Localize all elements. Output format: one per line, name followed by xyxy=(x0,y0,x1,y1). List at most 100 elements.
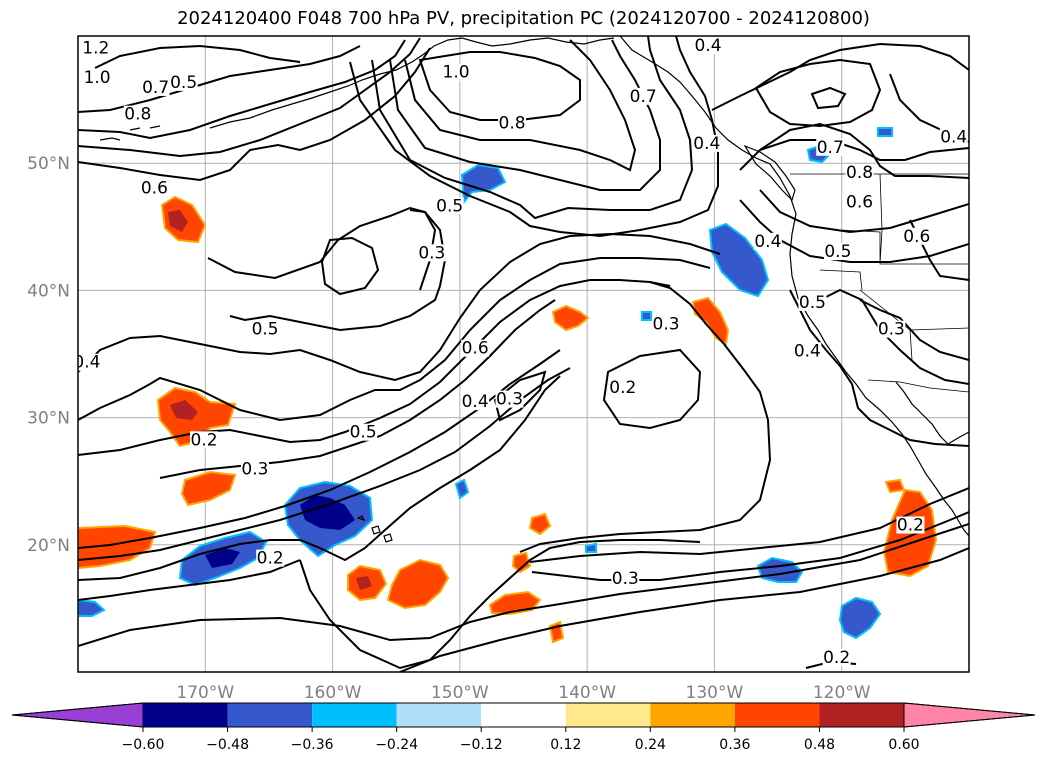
contour-label-background xyxy=(81,39,110,57)
contour-label: 0.3 xyxy=(878,320,905,340)
contour-label: 0.2 xyxy=(897,516,924,536)
colorbar-tick-label: 0.24 xyxy=(635,737,666,753)
contour-label-background xyxy=(169,73,198,91)
contour-label-background xyxy=(498,114,527,132)
contour-label-background xyxy=(611,569,640,587)
contour-label: 0.3 xyxy=(418,243,445,263)
longitude-label: 140°W xyxy=(558,683,616,703)
colorbar-bin xyxy=(312,703,397,727)
contour-label: 0.4 xyxy=(695,36,722,56)
precip-blob xyxy=(884,478,906,494)
pv-contour xyxy=(739,139,969,171)
precip-blob xyxy=(708,222,770,298)
coastline-islands-bc xyxy=(743,144,796,202)
colorbar-bin xyxy=(650,703,735,727)
contour-label: 0.7 xyxy=(142,78,169,98)
colorbar-extend-min xyxy=(11,702,144,728)
precip-blob xyxy=(691,296,730,346)
contour-label-background xyxy=(652,315,681,333)
precip-blob xyxy=(386,558,450,610)
longitude-label: 150°W xyxy=(431,683,489,703)
colorbar-tick-label: −0.12 xyxy=(460,737,503,753)
contour-label-background xyxy=(902,227,931,245)
contour-label-background xyxy=(877,320,906,338)
pv-contour xyxy=(78,45,361,113)
pv-contour xyxy=(78,523,969,647)
contour-label: 0.4 xyxy=(462,392,489,412)
contour-label: 0.5 xyxy=(350,423,377,443)
pv-contour xyxy=(78,39,406,140)
contour-label-background xyxy=(692,134,721,152)
contour-label-background xyxy=(816,138,845,156)
precip-blob xyxy=(78,598,106,617)
contour-label: 1.0 xyxy=(84,68,111,88)
pv-contour xyxy=(389,39,661,191)
map-frame xyxy=(77,35,970,673)
contour-label: 0.5 xyxy=(824,242,851,262)
contour-label: 0.2 xyxy=(823,648,850,668)
latitude-tick-labels: 50°N 40°N 30°N 20°N xyxy=(27,154,70,556)
pv-contour xyxy=(404,39,637,172)
contour-label-background xyxy=(123,105,152,123)
colorbar-bin xyxy=(227,703,313,727)
contour-label: 0.4 xyxy=(693,134,720,154)
map-title: 2024120400 F048 700 hPa PV, precipitatio… xyxy=(177,8,870,29)
pv-contour xyxy=(409,209,437,291)
contour-label-background xyxy=(461,339,490,357)
contour-label-background xyxy=(629,87,658,105)
contour-label-background xyxy=(240,460,269,478)
pv-contour xyxy=(94,44,301,69)
coastline-baja-gulf xyxy=(895,381,969,445)
contour-label: 0.3 xyxy=(496,390,523,410)
precip-negative-anomalies xyxy=(78,127,893,640)
coastline-aleutians xyxy=(209,45,435,129)
colorbar-tick-label: 0.36 xyxy=(719,737,750,753)
contour-label: 0.2 xyxy=(190,430,217,450)
contour-label-background xyxy=(823,243,852,261)
contour-label-background xyxy=(442,63,471,81)
precip-blob xyxy=(170,400,198,420)
pv-contour xyxy=(754,58,882,128)
contour-label: 1.0 xyxy=(443,63,470,83)
longitude-label: 120°W xyxy=(813,683,871,703)
contour-label-background xyxy=(435,197,464,215)
contour-label: 0.6 xyxy=(903,227,930,247)
pv-contour xyxy=(320,236,380,296)
pv-contour xyxy=(789,289,969,447)
pv-contour xyxy=(78,257,711,422)
pv-contour xyxy=(371,36,694,220)
pv-contour xyxy=(78,37,421,158)
pv-contour xyxy=(519,281,772,553)
contour-label-background xyxy=(495,390,524,408)
border-us-mexico xyxy=(867,379,969,393)
contour-label-background xyxy=(349,423,378,441)
pv-contour xyxy=(78,375,561,581)
precip-blob xyxy=(168,210,188,232)
colorbar-tick-label: −0.60 xyxy=(122,737,165,753)
contour-label-background xyxy=(256,549,285,567)
pv-contour xyxy=(349,36,719,238)
precip-blob xyxy=(156,386,237,448)
contour-label: 0.8 xyxy=(124,105,151,125)
contour-label: 0.3 xyxy=(653,315,680,335)
contour-label-background xyxy=(608,379,637,397)
precip-blob xyxy=(641,311,652,321)
precip-blob xyxy=(551,304,590,332)
contour-label-background xyxy=(896,516,925,534)
colorbar-tick-label: 0.60 xyxy=(888,737,919,753)
contour-label-background xyxy=(845,193,874,211)
pv-contour xyxy=(859,299,969,361)
contour-label-background xyxy=(793,342,822,360)
contour-label: 0.7 xyxy=(817,138,844,158)
contour-label: 0.4 xyxy=(754,232,781,252)
pv-contour xyxy=(711,42,969,111)
pv-contour xyxy=(529,487,969,563)
colorbar-bin xyxy=(565,703,651,727)
precip-blob xyxy=(877,127,893,137)
longitude-label: 160°W xyxy=(304,683,362,703)
contour-label: 1.2 xyxy=(82,39,109,59)
colorbar-tick-label: −0.48 xyxy=(206,737,249,753)
latitude-label: 30°N xyxy=(27,409,70,429)
contour-label: 0.4 xyxy=(940,128,967,148)
latitude-label: 20°N xyxy=(27,536,70,556)
